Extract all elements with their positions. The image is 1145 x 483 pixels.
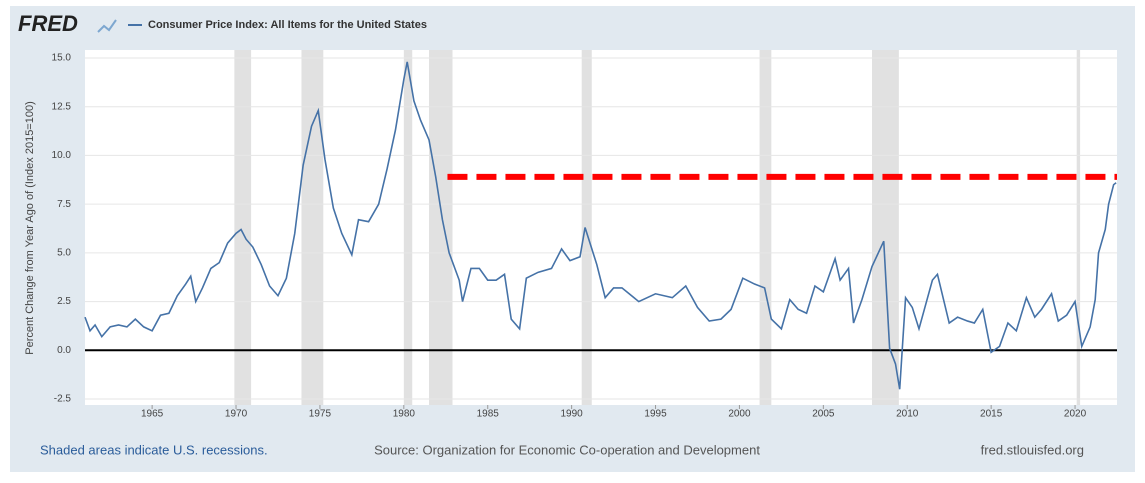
x-tick-label: 1995 bbox=[644, 409, 667, 420]
data-line bbox=[84, 61, 1117, 390]
plot-area bbox=[85, 50, 1117, 405]
recession-band bbox=[234, 50, 252, 405]
y-tick-label: 5.0 bbox=[57, 247, 71, 258]
note-url[interactable]: fred.stlouisfed.org bbox=[981, 442, 1084, 457]
recession-band bbox=[581, 50, 592, 405]
recession-band bbox=[1076, 50, 1081, 405]
recession-band bbox=[759, 50, 772, 405]
logo-icon bbox=[97, 19, 117, 33]
x-tick-label: 1980 bbox=[393, 409, 416, 420]
recession-band bbox=[872, 50, 899, 405]
x-tick-label: 2015 bbox=[980, 409, 1003, 420]
x-tick-label: 1975 bbox=[309, 409, 332, 420]
y-tick-label: -2.5 bbox=[54, 394, 72, 405]
x-tick-label: 1965 bbox=[141, 409, 164, 420]
y-tick-label: 2.5 bbox=[57, 296, 71, 307]
recession-band bbox=[403, 50, 413, 405]
x-tick-label: 2005 bbox=[812, 409, 835, 420]
note-recessions[interactable]: Shaded areas indicate U.S. recessions. bbox=[40, 442, 268, 457]
x-tick-label: 1970 bbox=[225, 409, 248, 420]
y-tick-label: 15.0 bbox=[52, 53, 72, 64]
x-tick-label: 2010 bbox=[896, 409, 919, 420]
y-tick-label: 10.0 bbox=[52, 150, 72, 161]
x-tick-label: 1990 bbox=[561, 409, 584, 420]
recession-band bbox=[301, 50, 324, 405]
legend-label: Consumer Price Index: All Items for the … bbox=[148, 19, 427, 31]
y-tick-label: 0.0 bbox=[57, 345, 71, 356]
y-tick-label: 7.5 bbox=[57, 199, 71, 210]
recession-band bbox=[429, 50, 453, 405]
note-source: Source: Organization for Economic Co-ope… bbox=[374, 442, 760, 457]
logo: FRED bbox=[18, 11, 78, 36]
y-tick-label: 12.5 bbox=[52, 101, 72, 112]
x-tick-label: 2000 bbox=[728, 409, 751, 420]
y-axis-label: Percent Change from Year Ago of (Index 2… bbox=[24, 101, 36, 354]
x-tick-label: 2020 bbox=[1064, 409, 1087, 420]
x-tick-label: 1985 bbox=[477, 409, 500, 420]
